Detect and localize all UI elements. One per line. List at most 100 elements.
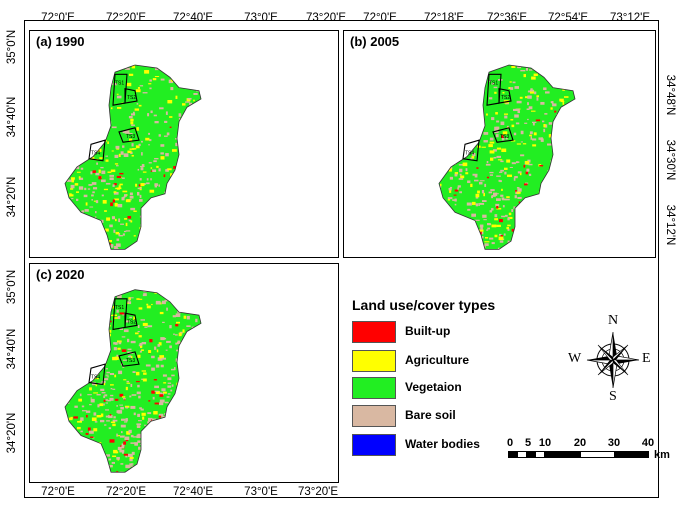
land-cover-patch	[563, 114, 567, 117]
land-cover-patch	[182, 172, 184, 175]
land-cover-patch	[66, 179, 72, 182]
land-cover-patch	[158, 168, 161, 172]
land-cover-patch	[78, 398, 82, 402]
land-cover-patch	[553, 220, 556, 223]
land-cover-patch	[546, 219, 552, 222]
land-cover-patch	[441, 241, 445, 245]
land-cover-patch	[167, 377, 172, 381]
land-cover-patch	[193, 99, 195, 102]
land-cover-patch	[169, 402, 174, 406]
land-cover-patch	[178, 117, 181, 121]
land-cover-patch	[158, 415, 162, 418]
land-cover-patch	[460, 175, 465, 179]
land-cover-patch	[578, 195, 580, 198]
land-cover-patch	[185, 346, 189, 348]
land-cover-patch	[166, 447, 170, 450]
land-cover-patch	[439, 166, 442, 169]
land-cover-patch	[447, 119, 452, 123]
land-cover-patch	[69, 193, 72, 197]
land-cover-patch	[440, 217, 443, 221]
land-cover-patch	[562, 88, 565, 91]
land-cover-patch	[136, 391, 141, 395]
land-cover-patch	[183, 315, 187, 319]
land-cover-patch	[149, 139, 152, 142]
land-cover-patch	[81, 461, 84, 464]
land-cover-patch	[541, 189, 545, 192]
land-cover-patch	[196, 381, 201, 386]
land-cover-patch	[110, 384, 114, 386]
subregion-outline	[124, 87, 138, 104]
land-cover-patch	[75, 81, 81, 84]
land-cover-patch	[484, 241, 490, 243]
land-cover-patch	[165, 455, 170, 459]
land-cover-patch	[499, 171, 503, 173]
land-cover-patch	[197, 239, 200, 243]
land-cover-patch	[88, 474, 93, 477]
land-cover-patch	[197, 132, 201, 134]
land-cover-patch	[97, 353, 103, 356]
land-cover-patch	[524, 122, 528, 124]
land-cover-patch	[75, 348, 81, 351]
land-cover-patch	[188, 179, 194, 182]
land-cover-patch	[515, 108, 520, 111]
land-cover-patch	[122, 233, 125, 236]
land-cover-patch	[105, 402, 108, 404]
subregion-label: TS2	[127, 319, 136, 325]
land-cover-patch	[553, 237, 559, 241]
land-cover-patch	[180, 290, 185, 293]
land-cover-patch	[137, 324, 140, 329]
land-cover-patch	[85, 375, 89, 380]
land-cover-patch	[129, 316, 132, 319]
land-cover-patch	[151, 355, 155, 359]
land-cover-patch	[140, 319, 145, 321]
land-cover-patch	[84, 187, 87, 191]
land-cover-patch	[135, 145, 140, 149]
land-cover-patch	[164, 426, 169, 431]
land-cover-patch	[202, 433, 204, 435]
land-cover-patch	[181, 464, 184, 467]
land-cover-patch	[79, 442, 82, 445]
land-cover-patch	[149, 245, 153, 248]
land-cover-patch	[125, 418, 128, 422]
land-cover-patch	[517, 161, 520, 163]
land-cover-patch	[130, 442, 135, 444]
land-cover-patch	[483, 140, 488, 143]
land-cover-patch	[457, 100, 460, 104]
land-cover-patch	[88, 442, 92, 446]
land-cover-patch	[91, 417, 97, 422]
tick-b-right-2: 34°12'N	[664, 204, 676, 246]
land-cover-patch	[472, 173, 478, 176]
land-cover-patch	[199, 169, 201, 171]
land-cover-patch	[512, 81, 516, 84]
land-cover-patch	[483, 132, 489, 135]
subregion-outline	[88, 139, 106, 162]
tick-c-left-2: 34°20'N	[6, 412, 18, 454]
land-cover-patch	[102, 466, 107, 470]
legend-swatch-water-bodies	[352, 434, 396, 456]
land-cover-patch	[507, 224, 511, 227]
land-cover-patch	[153, 231, 157, 233]
land-cover-patch	[69, 441, 73, 446]
land-cover-patch	[152, 169, 157, 173]
land-cover-patch	[571, 183, 574, 185]
land-cover-patch	[506, 159, 511, 163]
land-cover-patch	[568, 172, 573, 175]
land-cover-patch	[196, 336, 200, 340]
land-cover-patch	[170, 389, 173, 392]
land-cover-patch	[151, 390, 155, 394]
land-cover-patch	[462, 228, 465, 232]
land-cover-patch	[541, 216, 547, 218]
land-cover-patch	[170, 181, 175, 185]
land-cover-patch	[139, 456, 144, 458]
land-cover-patch	[85, 307, 87, 311]
land-cover-patch	[101, 179, 106, 183]
land-cover-patch	[139, 461, 145, 465]
land-cover-patch	[475, 133, 480, 136]
land-cover-patch	[456, 105, 459, 108]
land-cover-patch	[169, 116, 173, 118]
vegetation-base	[65, 289, 201, 473]
land-cover-patch	[148, 350, 152, 354]
land-cover-patch	[76, 290, 80, 293]
land-cover-patch	[162, 321, 165, 324]
land-cover-patch	[108, 458, 112, 461]
